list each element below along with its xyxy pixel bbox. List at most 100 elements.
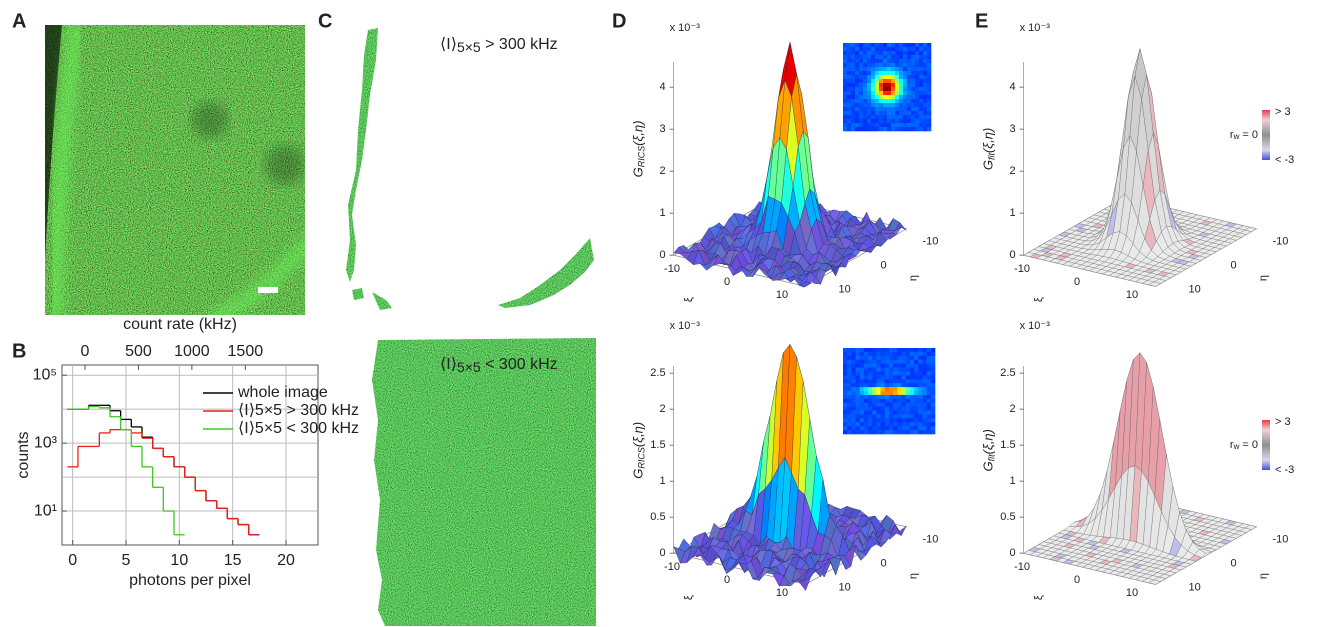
- x2-tick-label: 500: [125, 343, 152, 360]
- eta-tick-label: -10: [923, 235, 939, 247]
- inset-pixel: [897, 391, 902, 396]
- inset-pixel: [843, 410, 848, 415]
- inset-pixel: [855, 103, 860, 108]
- xi-axis-symbol: ξ: [1033, 297, 1045, 302]
- inset-pixel: [895, 87, 900, 92]
- inset-pixel: [876, 391, 881, 396]
- inset-pixel: [911, 107, 916, 112]
- xi-tick-label: -10: [1014, 263, 1030, 275]
- inset-pixel: [930, 363, 936, 368]
- inset-pixel: [927, 111, 932, 116]
- inset-pixel: [899, 43, 904, 48]
- inset-pixel: [926, 348, 932, 353]
- colorbar-label: rw = 0: [1230, 129, 1258, 141]
- label-part: (ξ,η): [631, 422, 646, 447]
- colorbar-label: < -3: [1275, 154, 1294, 166]
- inset-pixel: [889, 402, 894, 407]
- inset-pixel: [855, 398, 861, 404]
- inset-pixel: [859, 383, 865, 388]
- inset-pixel: [901, 348, 907, 353]
- z-tick-label: 0: [1009, 547, 1015, 559]
- scale-bar: [258, 287, 278, 293]
- inset-pixel: [899, 119, 904, 124]
- inset-pixel: [903, 59, 908, 64]
- inset-pixel: [855, 47, 860, 52]
- inset-pixel: [903, 127, 908, 132]
- inset-pixel: [867, 95, 872, 100]
- image-texture: [45, 25, 305, 315]
- inset-pixel: [872, 410, 877, 415]
- inset-pixel: [876, 371, 881, 376]
- inset-pixel: [883, 103, 888, 108]
- inset-pixel: [871, 59, 876, 64]
- inset-pixel: [855, 426, 861, 431]
- inset-pixel: [847, 430, 852, 435]
- inset-pixel: [889, 398, 894, 404]
- inset-pixel: [876, 387, 881, 392]
- inset-pixel: [847, 406, 852, 411]
- inset-pixel: [927, 87, 932, 92]
- inset-pixel: [859, 406, 865, 411]
- inset-pixel: [868, 398, 873, 404]
- inset-pixel: [876, 351, 881, 357]
- inset-pixel: [907, 79, 912, 84]
- inset-pixel: [871, 83, 876, 88]
- inset-pixel: [872, 348, 877, 353]
- inset-pixel: [851, 383, 856, 388]
- inset-pixel: [855, 79, 860, 84]
- inset-pixel: [863, 359, 869, 364]
- inset-pixel: [883, 55, 888, 60]
- label-part: (ξ,η): [631, 120, 646, 145]
- inset-pixel: [847, 387, 852, 392]
- inset-pixel: [884, 355, 890, 361]
- inset-pixel: [851, 430, 856, 435]
- inset-pixel: [871, 67, 876, 72]
- inset-pixel: [891, 55, 896, 60]
- inset-pixel: [927, 127, 932, 132]
- inset-pixel: [901, 418, 907, 423]
- scale-label: x 10⁻³: [1020, 320, 1051, 332]
- inset-pixel: [872, 383, 877, 388]
- inset-pixel: [926, 430, 932, 435]
- scale-label: x 10⁻³: [670, 320, 701, 332]
- inset-pixel: [897, 410, 902, 415]
- inset-pixel: [895, 59, 900, 64]
- inset-pixel: [919, 71, 924, 76]
- inset-pixel: [879, 63, 884, 68]
- inset-pixel: [911, 47, 916, 52]
- inset-pixel: [863, 394, 869, 400]
- inset-pixel: [915, 111, 920, 116]
- inset-pixel: [897, 430, 902, 435]
- inset-pixel: [930, 418, 936, 423]
- inset-pixel: [891, 59, 896, 64]
- inset-pixel: [875, 71, 880, 76]
- inset-pixel: [899, 103, 904, 108]
- inset-pixel: [843, 402, 848, 407]
- inset-pixel: [919, 87, 924, 92]
- inset-pixel: [914, 398, 919, 404]
- inset-pixel: [880, 410, 886, 415]
- inset-pixel: [859, 394, 865, 400]
- inset-pixel: [926, 426, 932, 431]
- inset-pixel: [926, 387, 932, 392]
- inset-pixel: [867, 79, 872, 84]
- inset-pixel: [875, 79, 880, 84]
- inset-pixel: [895, 119, 900, 124]
- inset-pixel: [919, 103, 924, 108]
- inset-pixel: [930, 351, 936, 357]
- inset-pixel: [871, 55, 876, 60]
- inset-pixel: [875, 55, 880, 60]
- label-part: RICS: [636, 447, 646, 469]
- xi-tick-label: 10: [776, 289, 788, 301]
- inset-pixel: [907, 99, 912, 104]
- inset-pixel: [911, 55, 916, 60]
- inset-pixel: [897, 371, 902, 376]
- xi-tick-label: 0: [724, 276, 730, 288]
- inset-pixel: [875, 63, 880, 68]
- inset-pixel: [901, 414, 907, 419]
- inset-pixel: [903, 111, 908, 116]
- inset-pixel: [901, 394, 907, 400]
- colorbar: [1262, 110, 1270, 160]
- inset-pixel: [889, 387, 894, 392]
- inset-pixel: [879, 107, 884, 112]
